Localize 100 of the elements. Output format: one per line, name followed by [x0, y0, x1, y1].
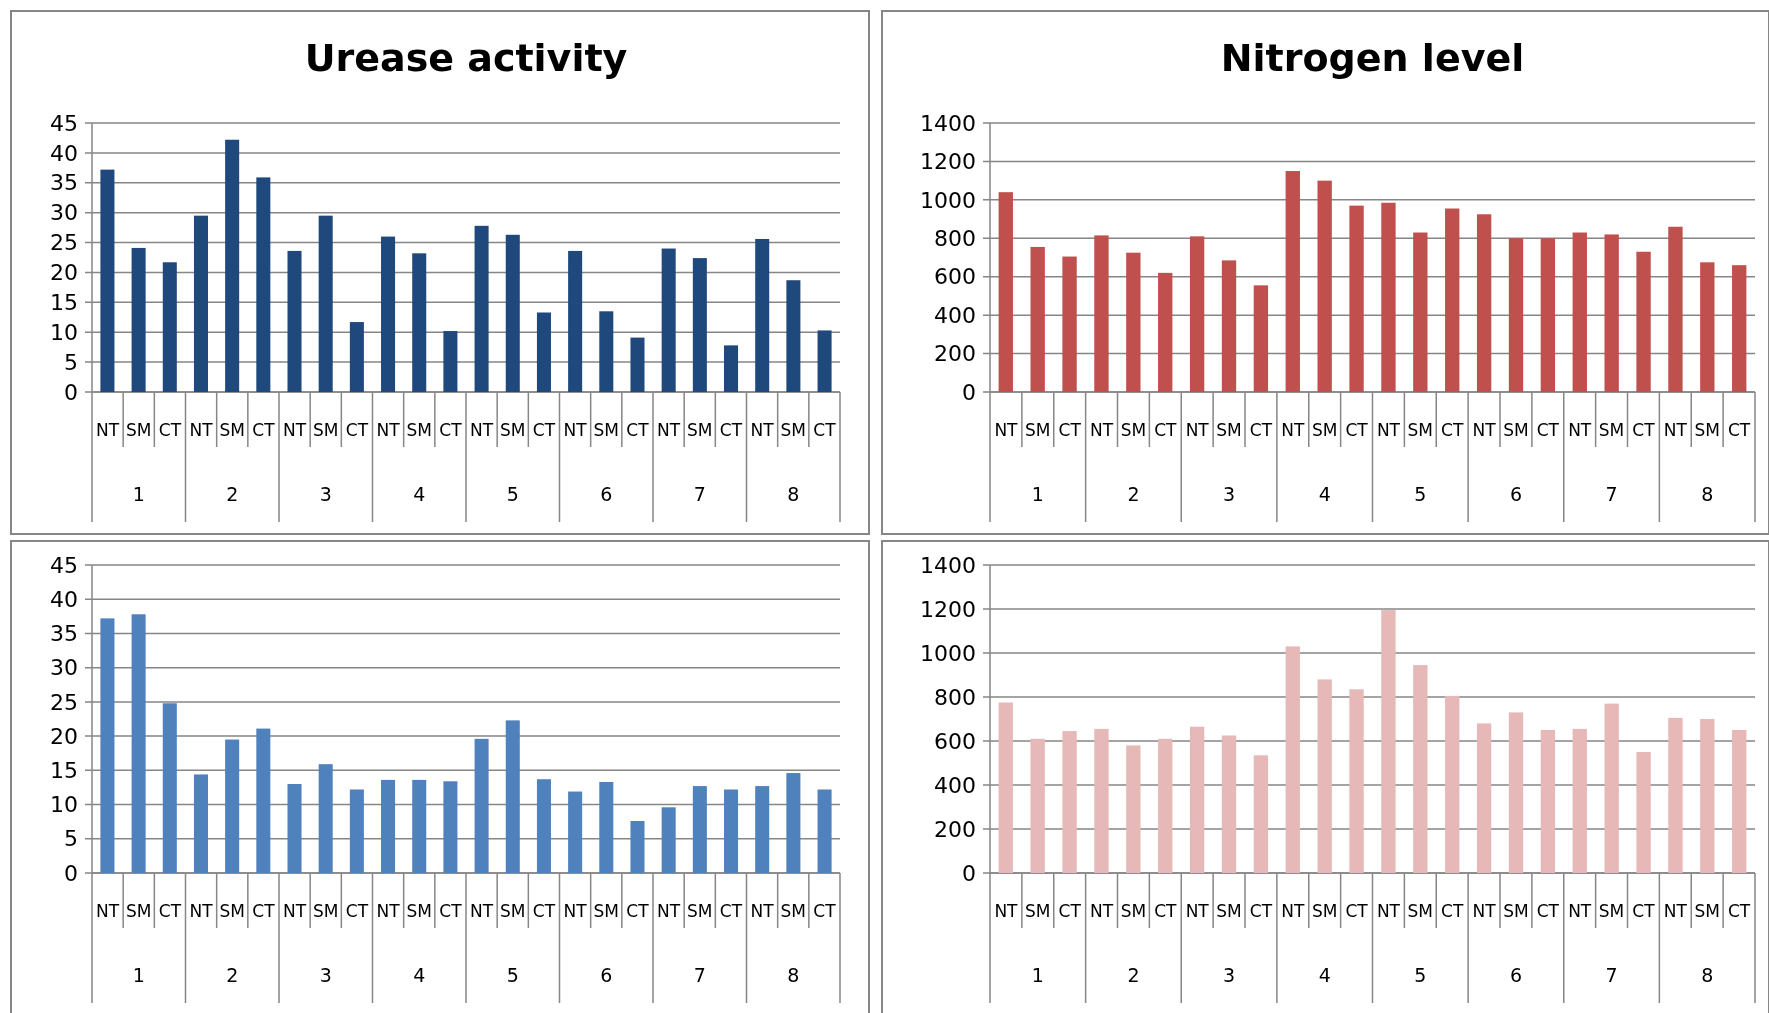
bar	[817, 330, 832, 392]
x-tick-label: CT	[1632, 419, 1656, 440]
bar	[1445, 695, 1460, 873]
bar	[412, 253, 427, 392]
x-tick-label: NT	[563, 900, 588, 921]
y-tick-label: 30	[50, 655, 78, 681]
x-tick-label: SM	[1598, 419, 1625, 440]
bar	[1668, 226, 1683, 392]
x-tick-label: SM	[219, 419, 245, 440]
bar	[1732, 265, 1747, 392]
x-tick-label: SM	[219, 900, 245, 921]
bar	[225, 139, 240, 392]
x-tick-label: SM	[1216, 900, 1242, 921]
x-tick-label: CT	[1345, 900, 1369, 921]
bar	[1445, 208, 1460, 392]
x-tick-label: SM	[1503, 900, 1529, 921]
bar	[1604, 234, 1619, 392]
x-tick-label: NT	[189, 900, 214, 921]
bar	[1572, 728, 1587, 873]
bar	[1285, 171, 1300, 392]
x-tick-label: CT	[719, 419, 743, 440]
text: 5	[1414, 482, 1427, 505]
x-tick-label: SM	[1216, 419, 1242, 440]
bar	[1476, 214, 1492, 392]
y-tick-label: 800	[934, 684, 976, 710]
bar	[1349, 205, 1364, 392]
x-tick-label: SM	[406, 419, 432, 440]
bar	[1189, 236, 1205, 392]
x-tick-label: SM	[1120, 900, 1147, 921]
x-tick-label: CT	[439, 900, 463, 921]
bar	[1221, 260, 1237, 392]
bar	[193, 774, 208, 873]
x-tick-label: CT	[158, 419, 182, 440]
x-tick-label: SM	[1598, 900, 1625, 921]
text: 8	[787, 963, 800, 986]
x-tick-label: SM	[1120, 419, 1147, 440]
x-tick-label: NT	[1185, 900, 1210, 921]
bar	[131, 614, 146, 873]
bar	[1221, 735, 1237, 873]
x-tick-label: NT	[1472, 419, 1497, 440]
x-tick-label: CT	[1536, 900, 1560, 921]
y-tick-label: 1000	[920, 187, 976, 213]
x-tick-label: NT	[1376, 419, 1401, 440]
bar	[1094, 728, 1109, 873]
y-tick-label: 35	[50, 170, 78, 196]
x-tick-label: NT	[470, 419, 494, 440]
chart-title: Urease activity	[304, 36, 628, 80]
text: 2	[1127, 963, 1140, 986]
text: 2	[226, 963, 239, 986]
x-tick-label: CT	[439, 419, 463, 440]
bar	[1126, 745, 1141, 873]
x-tick-label: SM	[1694, 900, 1720, 921]
y-tick-label: 600	[934, 728, 976, 754]
bar	[1189, 726, 1205, 873]
bar	[536, 312, 551, 392]
bar	[1540, 730, 1556, 873]
bar	[505, 234, 520, 392]
y-tick-label: 0	[962, 860, 976, 886]
x-tick-label: SM	[1311, 419, 1338, 440]
x-tick-label: SM	[687, 419, 713, 440]
bar	[755, 786, 770, 873]
bar	[443, 331, 458, 392]
bar	[1094, 235, 1109, 392]
x-tick-label: NT	[1663, 419, 1688, 440]
x-tick-label: NT	[994, 419, 1019, 440]
bar	[724, 345, 739, 392]
x-tick-label: CT	[1058, 900, 1082, 921]
bar	[1317, 180, 1332, 392]
text: 3	[1223, 482, 1236, 505]
y-tick-label: 40	[50, 140, 78, 166]
y-tick-label: 200	[934, 816, 976, 842]
y-tick-label: 30	[50, 200, 78, 226]
x-tick-label: SM	[313, 900, 339, 921]
x-tick-label: NT	[1281, 900, 1305, 921]
bar	[568, 250, 583, 392]
y-tick-label: 35	[50, 621, 78, 647]
y-tick-label: 1200	[920, 596, 976, 622]
x-tick-label: SM	[1503, 419, 1529, 440]
x-tick-label: CT	[345, 419, 369, 440]
bar	[1636, 752, 1651, 873]
x-tick-label: SM	[500, 900, 526, 921]
x-tick-label: CT	[626, 419, 650, 440]
y-tick-label: 0	[64, 379, 78, 405]
bar	[661, 807, 676, 873]
x-tick-label: NT	[657, 419, 681, 440]
bar	[287, 784, 302, 873]
x-tick-label: CT	[1727, 900, 1751, 921]
x-tick-label: SM	[500, 419, 526, 440]
bar	[381, 779, 396, 873]
bar	[1158, 738, 1173, 873]
bar	[193, 215, 208, 392]
text: 4	[1318, 963, 1331, 986]
y-tick-label: 600	[934, 264, 976, 290]
bar	[256, 177, 271, 392]
bar	[786, 280, 801, 392]
x-tick-label: CT	[158, 900, 182, 921]
x-tick-label: SM	[780, 900, 806, 921]
x-tick-label: NT	[750, 900, 775, 921]
text: 4	[413, 963, 426, 986]
bar	[692, 786, 707, 873]
